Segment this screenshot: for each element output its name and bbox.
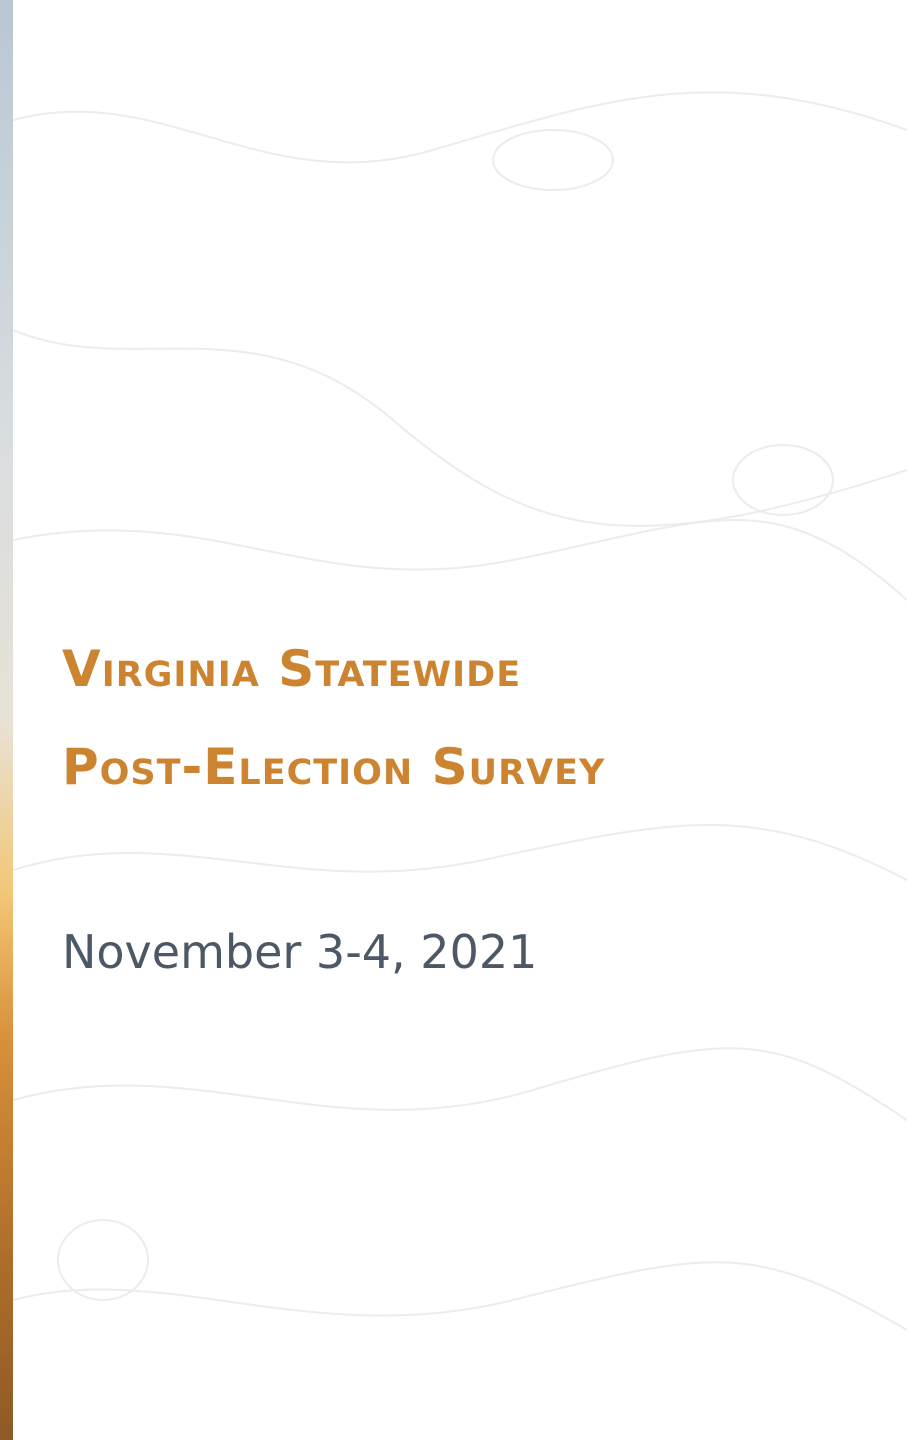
date: November 3-4, 2021 bbox=[62, 925, 538, 979]
title-line: Virginia Statewide bbox=[62, 640, 522, 698]
contour bbox=[732, 444, 834, 516]
photo-strip bbox=[0, 0, 13, 1440]
contour bbox=[13, 1261, 907, 1331]
title-line: Post-Election Survey bbox=[62, 738, 606, 796]
contour bbox=[13, 1047, 907, 1121]
contour bbox=[13, 519, 907, 601]
contour bbox=[13, 824, 907, 881]
contour bbox=[13, 91, 907, 164]
contour bbox=[492, 129, 614, 191]
contour bbox=[57, 1219, 149, 1301]
contour bbox=[13, 329, 907, 527]
topo-background bbox=[13, 91, 907, 1331]
